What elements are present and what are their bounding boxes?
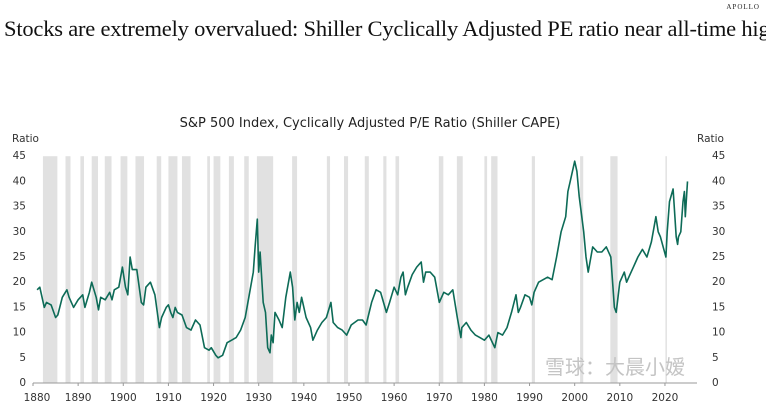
recession-band	[168, 156, 178, 383]
x-tick-label: 1910	[155, 392, 182, 404]
recession-band	[256, 156, 274, 383]
recession-band	[120, 156, 128, 383]
recession-band	[344, 156, 349, 383]
recession-band	[135, 156, 145, 383]
x-tick-label: 1880	[24, 392, 51, 404]
y-tick-label-right: 25	[712, 251, 725, 263]
recession-band	[156, 156, 162, 383]
y-tick-label-left: 40	[13, 175, 26, 187]
recession-band	[484, 156, 488, 383]
y-tick-label-right: 10	[712, 327, 725, 339]
x-tick-label: 1960	[381, 392, 408, 404]
y-tick-label-right: 20	[712, 276, 725, 288]
y-axis-label-right: Ratio	[697, 133, 724, 145]
y-tick-label-left: 5	[19, 352, 26, 364]
recession-band	[244, 156, 249, 383]
apollo-logo: APOLLO	[726, 3, 760, 11]
recession-band	[207, 156, 210, 383]
y-tick-label-left: 20	[13, 276, 26, 288]
y-ticks: 0 0 5 5 10 10 15 15 20 20 25 25 30 30 35 35 40 40 45 45	[13, 150, 726, 389]
recession-band	[383, 156, 387, 383]
recession-band	[228, 156, 234, 383]
recession-band	[364, 156, 369, 383]
x-tick-label: 2000	[561, 392, 588, 404]
x-tick-label: 1930	[245, 392, 272, 404]
recession-band	[456, 156, 463, 383]
y-tick-label-right: 40	[712, 175, 725, 187]
recession-band	[91, 156, 99, 383]
x-tick-label: 2020	[652, 392, 679, 404]
recession-bands	[42, 156, 667, 383]
y-tick-label-left: 35	[13, 201, 26, 213]
x-tick-label: 1970	[426, 392, 453, 404]
watermark: 雪球：大晨小嫒	[545, 355, 685, 379]
y-tick-label-right: 5	[712, 352, 719, 364]
y-tick-label-left: 10	[13, 327, 26, 339]
y-tick-label-left: 45	[13, 150, 26, 162]
recession-band	[580, 156, 584, 383]
x-ticks: 1880 1890 1900 1910 1920 1930 1940 1950 1960 1970…	[24, 383, 679, 404]
recession-band	[65, 156, 71, 383]
y-tick-label-right: 15	[712, 301, 725, 313]
x-tick-label: 1990	[516, 392, 543, 404]
recession-band	[491, 156, 498, 383]
recession-band	[104, 156, 112, 383]
x-tick-label: 1980	[471, 392, 498, 404]
recession-band	[292, 156, 298, 383]
y-tick-label-left: 15	[13, 301, 26, 313]
recession-band	[531, 156, 535, 383]
recession-band	[395, 156, 400, 383]
chart-title: S&P 500 Index, Cyclically Adjusted P/E R…	[180, 116, 561, 131]
y-axis-label-left: Ratio	[12, 133, 39, 145]
recession-band	[326, 156, 331, 383]
x-tick-label: 1900	[110, 392, 137, 404]
x-tick-label: 1920	[200, 392, 227, 404]
y-tick-label-right: 0	[712, 377, 719, 389]
recession-band	[181, 156, 191, 383]
y-tick-label-left: 30	[13, 226, 26, 238]
x-tick-label: 1940	[290, 392, 317, 404]
x-tick-label: 1890	[65, 392, 92, 404]
x-tick-label: 2010	[606, 392, 633, 404]
x-tick-label: 1950	[336, 392, 363, 404]
recession-band	[42, 156, 58, 383]
recession-band	[665, 156, 667, 383]
recession-band	[80, 156, 85, 383]
headline: Stocks are extremely overvalued: Shiller…	[4, 16, 766, 41]
y-tick-label-right: 45	[712, 150, 725, 162]
recession-band	[610, 156, 618, 383]
y-tick-label-left: 25	[13, 251, 26, 263]
y-tick-label-right: 30	[712, 226, 725, 238]
recession-band	[438, 156, 444, 383]
recession-band	[213, 156, 221, 383]
cape-line	[36, 160, 689, 359]
y-tick-label-left: 0	[19, 377, 26, 389]
y-tick-label-right: 35	[712, 201, 725, 213]
